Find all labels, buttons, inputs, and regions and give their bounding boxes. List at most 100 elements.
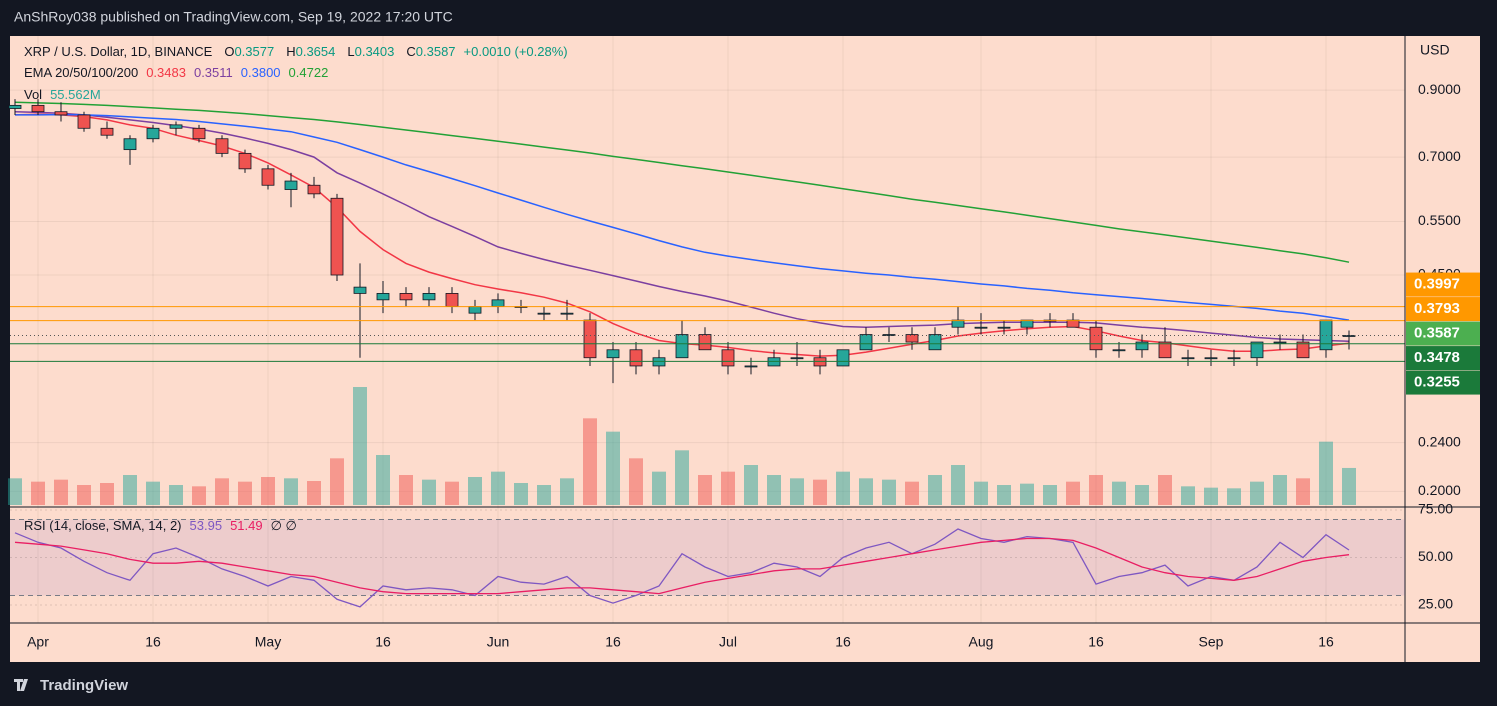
candle-body <box>1181 357 1195 360</box>
rsi-value: 51.49 <box>230 518 263 533</box>
price-tag <box>1406 346 1480 371</box>
volume-bar <box>928 475 942 505</box>
candle-body <box>146 127 160 140</box>
volume-bar <box>859 478 873 505</box>
volume-bar <box>606 431 620 505</box>
candle-body <box>376 293 390 301</box>
ema-value: 0.3483 <box>146 65 186 80</box>
volume-legend: Vol 55.562M <box>24 87 101 102</box>
volume-bar <box>330 458 344 505</box>
volume-bar <box>1043 485 1057 505</box>
rsi-tick-label: 75.00 <box>1418 501 1453 517</box>
candle-body <box>790 357 804 360</box>
volume-bar <box>537 485 551 505</box>
volume-bar <box>100 483 114 505</box>
volume-bar <box>652 471 666 505</box>
volume-bar <box>813 479 827 505</box>
candle-body <box>1089 326 1103 351</box>
ohlc-value: 0.3587 <box>416 44 456 59</box>
volume-bar <box>836 471 850 505</box>
rsi-line <box>14 537 1350 595</box>
rsi-value: 53.95 <box>190 518 223 533</box>
x-tick-label: 16 <box>1318 634 1334 650</box>
candle-body <box>399 293 413 301</box>
price-tag-label: 0.3255 <box>1414 374 1460 391</box>
volume-bar <box>1135 485 1149 505</box>
candle-body <box>606 349 620 359</box>
volume-bar <box>238 481 252 505</box>
candle-body <box>905 334 919 343</box>
volume-bar <box>629 458 643 505</box>
candle-body <box>31 104 45 113</box>
x-tick-label: Jul <box>719 634 737 650</box>
x-tick-label: 16 <box>835 634 851 650</box>
candle-body <box>261 168 275 186</box>
volume-bar <box>123 475 137 505</box>
candle-body <box>928 334 942 351</box>
rsi-tick-label: 25.00 <box>1418 596 1453 612</box>
candle-body <box>537 312 551 315</box>
candle-body <box>353 286 367 294</box>
candle-body <box>997 326 1011 329</box>
volume-bar <box>146 481 160 505</box>
volume-bar <box>445 481 459 505</box>
price-tag-label: 0.3997 <box>1414 276 1460 293</box>
candle-body <box>1342 335 1356 337</box>
volume-bar <box>54 479 68 505</box>
ema-line <box>14 110 1350 342</box>
volume-bar <box>583 418 597 505</box>
volume-bar <box>215 478 229 505</box>
ohlc-key: L <box>347 44 354 59</box>
x-tick-label: Apr <box>27 634 49 650</box>
ema-value: 0.4722 <box>289 65 329 80</box>
volume-bar <box>1112 481 1126 505</box>
volume-bar <box>8 478 22 505</box>
volume-bar <box>284 478 298 505</box>
candle-body <box>1296 341 1310 359</box>
volume-bar <box>169 485 183 505</box>
volume-bar <box>790 478 804 505</box>
candle-body <box>698 334 712 351</box>
volume-bar <box>1020 483 1034 505</box>
candle-body <box>974 326 988 329</box>
price-tag <box>1406 370 1480 395</box>
y-tick-label: 0.2400 <box>1418 433 1461 449</box>
ema-value: 0.3800 <box>241 65 281 80</box>
x-tick-label: May <box>255 634 281 650</box>
candle-body <box>836 349 850 367</box>
volume-bar <box>1204 487 1218 505</box>
price-tag-label: 0.3478 <box>1414 349 1460 366</box>
candle-body <box>675 334 689 359</box>
currency: USD <box>1420 42 1450 58</box>
volume-bar <box>1342 467 1356 505</box>
y-tick-label: 0.2000 <box>1418 482 1461 498</box>
candle-body <box>1250 341 1264 359</box>
ema-line <box>15 113 1350 321</box>
ema-legend: EMA 20/50/100/200 0.3483 0.3511 0.3800 0.472… <box>24 65 328 80</box>
candle-body <box>8 104 22 109</box>
candle-body <box>951 319 965 328</box>
candle-body <box>1158 341 1172 359</box>
x-tick-label: Aug <box>969 634 994 650</box>
y-tick-label: 0.7000 <box>1418 148 1461 164</box>
candle-body <box>1273 341 1287 344</box>
symbol-title: XRP / U.S. Dollar, 1D, BINANCE <box>24 44 213 59</box>
volume-bar <box>767 475 781 505</box>
candle-body <box>54 111 68 116</box>
candle-body <box>491 299 505 307</box>
candle-body <box>560 312 574 315</box>
candle-body <box>445 293 459 307</box>
candle-body <box>330 197 344 276</box>
rsi-legend: RSI (14, close, SMA, 14, 2) 53.95 51.49 ∅ ∅ <box>24 518 297 533</box>
x-tick-label: 16 <box>145 634 161 650</box>
volume-bar <box>560 478 574 505</box>
price-tag <box>1406 272 1480 297</box>
volume-bar <box>1319 441 1333 505</box>
candle-body <box>422 293 436 301</box>
y-tick-label: 0.5500 <box>1418 212 1461 228</box>
ema-title: EMA 20/50/100/200 <box>24 65 138 80</box>
candle-body <box>1020 319 1034 328</box>
volume-bar <box>997 485 1011 505</box>
